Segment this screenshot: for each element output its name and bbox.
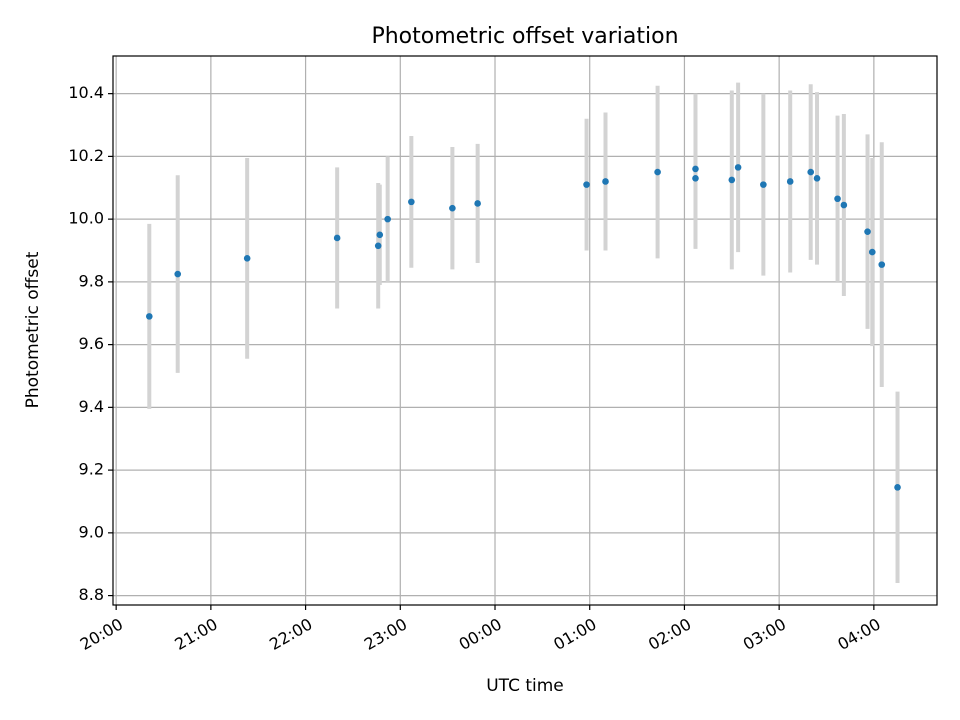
data-point	[692, 165, 699, 173]
data-point	[692, 175, 699, 182]
data-point	[894, 484, 901, 491]
data-points	[146, 164, 901, 491]
data-point	[760, 181, 767, 188]
data-point	[174, 270, 182, 278]
data-point	[728, 176, 736, 184]
chart-title: Photometric offset variation	[371, 24, 678, 49]
x-axis-label: UTC time	[486, 676, 564, 696]
data-point	[786, 178, 794, 185]
data-point	[449, 204, 456, 212]
data-point	[813, 175, 821, 182]
y-axis-label: Photometric offset	[23, 251, 43, 408]
data-point	[146, 313, 153, 320]
y-tick-label: 9.4	[79, 397, 104, 416]
data-point	[734, 164, 742, 171]
data-point	[384, 215, 391, 223]
y-tick-label: 10.4	[68, 83, 104, 102]
data-point	[868, 248, 876, 256]
data-point	[864, 228, 871, 235]
data-point	[583, 181, 590, 188]
y-tick-label: 9.2	[79, 460, 104, 479]
y-tick-label: 9.6	[79, 334, 104, 353]
y-tick-label: 10.2	[68, 146, 104, 165]
data-point	[602, 178, 609, 185]
data-point	[243, 255, 251, 262]
y-axis-ticks: 8.8 9.0 9.2 9.4 9.6 9.8 10.0 10.2 10.4	[68, 83, 113, 604]
y-tick-label: 9.8	[79, 271, 104, 290]
y-tick-label: 9.0	[79, 522, 104, 541]
data-point	[376, 231, 384, 239]
y-tick-label: 10.0	[68, 209, 104, 228]
data-point	[840, 201, 848, 209]
data-point	[807, 168, 815, 176]
y-tick-label: 8.8	[79, 585, 104, 604]
data-point	[654, 168, 661, 176]
data-point	[878, 261, 886, 268]
data-point	[408, 198, 415, 206]
data-point	[834, 195, 841, 203]
data-point	[474, 200, 481, 207]
plot-frame	[112, 55, 938, 606]
data-point	[374, 242, 382, 250]
data-point	[333, 234, 341, 242]
grid	[113, 56, 937, 605]
